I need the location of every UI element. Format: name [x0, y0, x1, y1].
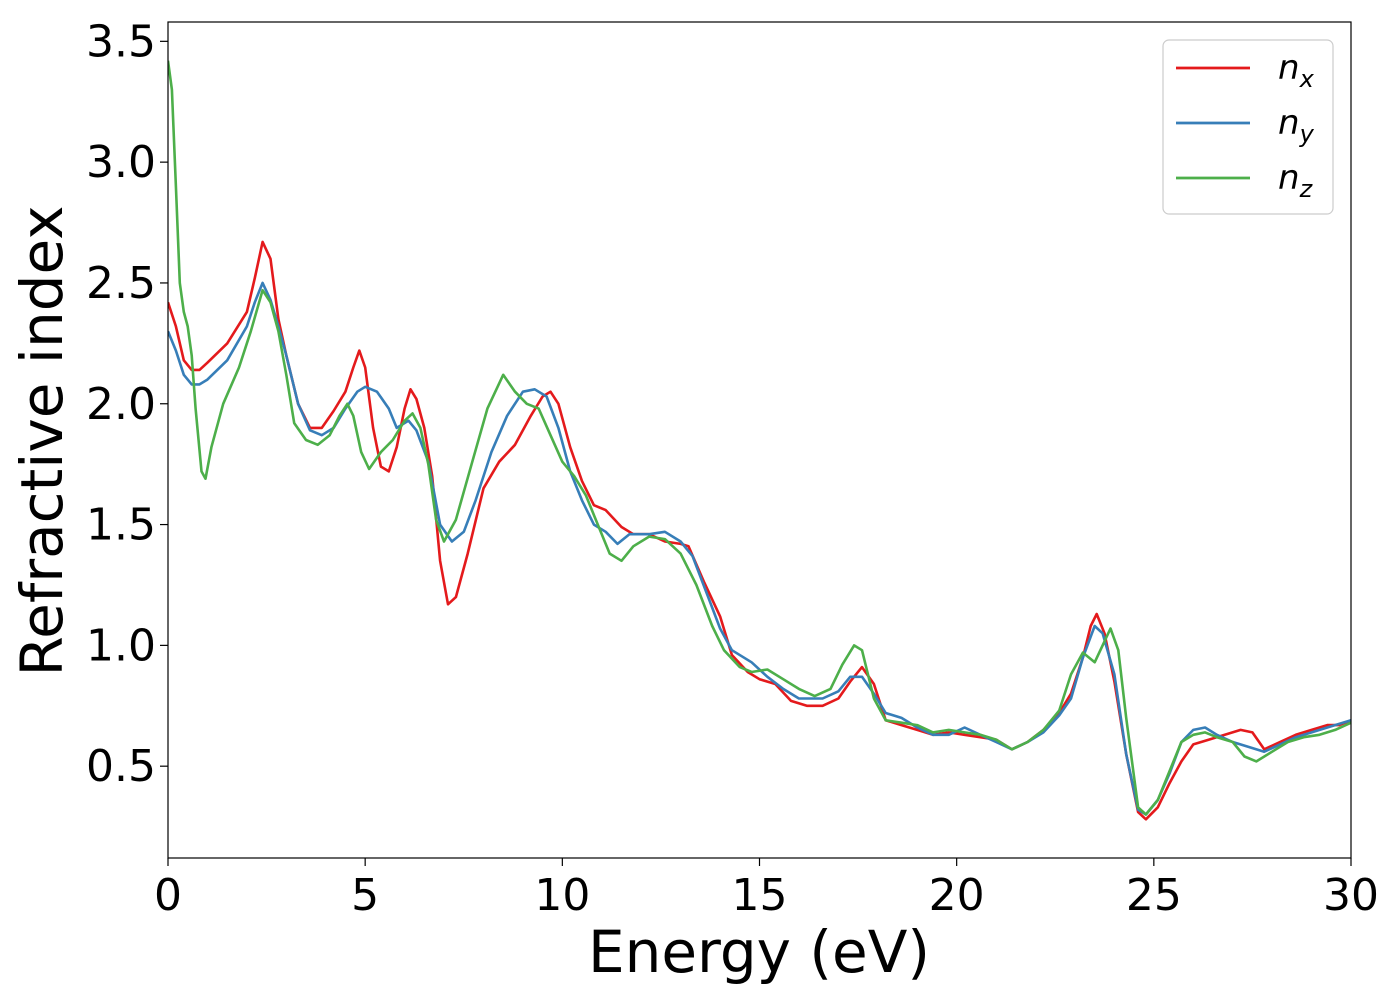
- series-layer: [168, 60, 1351, 821]
- x-axis: 0 5 10 15 20 25 30: [154, 858, 1379, 921]
- legend-label-ny: ny: [1278, 103, 1315, 148]
- y-tick-label: 0.5: [86, 741, 156, 792]
- y-tick-label: 2.5: [86, 258, 156, 309]
- x-axis-title: Energy (eV): [588, 918, 930, 986]
- y-tick-label: 3.5: [86, 16, 156, 67]
- y-tick-label: 1.5: [86, 500, 156, 551]
- legend: nx ny nz: [1162, 39, 1334, 215]
- x-tick-label: 10: [534, 870, 590, 921]
- y-tick-label: 2.0: [86, 379, 156, 430]
- plot-area: [167, 21, 1352, 859]
- x-tick-label: 30: [1323, 870, 1379, 921]
- y-axis-title: Refractive index: [8, 205, 76, 676]
- x-tick-label: 15: [732, 870, 788, 921]
- y-axis: 0.5 1.0 1.5 2.0 2.5 3.0 3.5: [86, 16, 168, 792]
- legend-label-nx: nx: [1278, 48, 1315, 93]
- x-tick-label: 0: [154, 870, 182, 921]
- series-line-nz: [168, 60, 1351, 816]
- x-tick-label: 25: [1126, 870, 1182, 921]
- y-tick-label: 1.0: [86, 620, 156, 671]
- legend-label-nz: nz: [1278, 158, 1314, 203]
- legend-box: [1162, 39, 1334, 215]
- x-tick-label: 5: [351, 870, 379, 921]
- y-tick-label: 3.0: [86, 137, 156, 188]
- x-tick-label: 20: [929, 870, 985, 921]
